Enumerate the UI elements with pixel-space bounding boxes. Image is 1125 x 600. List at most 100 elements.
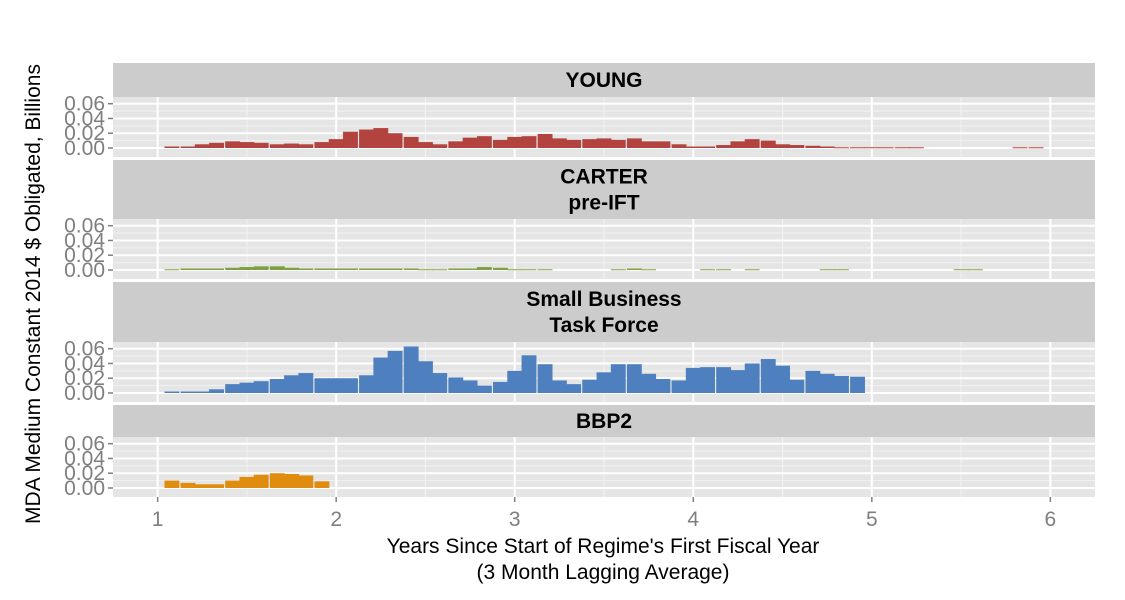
facet-strip (113, 405, 1095, 437)
histogram-bar (403, 268, 419, 270)
histogram-bar (328, 268, 344, 270)
histogram-bar (418, 361, 433, 393)
histogram-bar (269, 266, 285, 270)
histogram-bar (760, 140, 776, 148)
histogram-bar (805, 145, 821, 148)
histogram-bar (328, 139, 344, 148)
histogram-bar (284, 267, 299, 270)
y-tick-label: 0.04 (64, 352, 105, 375)
histogram-bar (864, 147, 880, 149)
histogram-bar (967, 269, 983, 271)
histogram-bar (507, 370, 523, 393)
histogram-bar (775, 365, 790, 393)
histogram-bar (596, 138, 612, 148)
histogram-bar (655, 378, 671, 393)
histogram-bar (850, 147, 865, 149)
histogram-bar (239, 142, 255, 148)
histogram-bar (582, 379, 598, 393)
facet-strip-label: BBP2 (576, 410, 632, 433)
histogram-bar (448, 377, 464, 393)
histogram-bar (641, 269, 657, 271)
histogram-bar (359, 129, 374, 148)
histogram-bar (269, 144, 285, 148)
histogram-bar (476, 267, 492, 270)
histogram-bar (448, 268, 464, 270)
histogram-bar (164, 269, 180, 271)
histogram-bar (284, 375, 299, 393)
histogram-bar (253, 381, 269, 393)
histogram-bar (180, 391, 196, 393)
histogram-bar (671, 380, 687, 393)
histogram-bar (239, 382, 255, 393)
histogram-bar (834, 376, 849, 393)
histogram-bar (641, 373, 657, 393)
histogram-bar (596, 372, 612, 393)
facet-strip-label: Task Force (549, 314, 658, 337)
histogram-bar (225, 384, 241, 393)
y-tick-label: 0.04 (64, 447, 105, 470)
histogram-bar (537, 133, 553, 148)
histogram-bar (655, 141, 671, 148)
x-axis: 1 2 3 4 5 6 (152, 497, 1056, 531)
histogram-bar (626, 268, 642, 270)
histogram-bar (805, 370, 821, 393)
histogram-bar (225, 141, 241, 148)
histogram-bar (284, 473, 299, 488)
x-tick-label: 5 (866, 508, 878, 531)
x-tick-label: 4 (687, 508, 699, 531)
histogram-bar (626, 138, 642, 148)
histogram-bar (359, 268, 374, 270)
histogram-bar (343, 268, 358, 270)
histogram-bar (359, 375, 374, 393)
histogram-bar (387, 268, 403, 270)
histogram-bar (671, 144, 687, 148)
y-tick-label: 0.04 (64, 107, 105, 130)
histogram-bar (253, 142, 269, 148)
histogram-bar (387, 350, 403, 393)
histogram-bar (343, 378, 358, 393)
y-tick-label: 0.02 (64, 462, 105, 485)
y-tick-label: 0.06 (64, 215, 105, 238)
histogram-bar (760, 359, 776, 393)
histogram-bar (328, 378, 344, 393)
histogram-bar (209, 268, 224, 270)
histogram-bar (164, 146, 180, 148)
histogram-bar (373, 128, 389, 148)
histogram-bar (775, 144, 790, 148)
histogram-bar (566, 139, 582, 148)
facet-panel: CARTER pre-IFT 0.000.020.040.06 (64, 160, 1095, 282)
histogram-bar (878, 147, 894, 149)
histogram-bar (209, 142, 224, 148)
histogram-bar (744, 363, 760, 393)
histogram-bar (700, 146, 715, 148)
histogram-bar (269, 378, 285, 393)
panels-layer: YOUNG0.000.020.040.06CARTERpre-IFT0.000.… (64, 63, 1095, 500)
facet-strip (113, 160, 1095, 219)
facet-strip-label: Small Business (526, 288, 681, 311)
y-tick-label: 0.02 (64, 122, 105, 145)
histogram-bar (209, 389, 224, 393)
histogram-bar (314, 481, 330, 488)
facet-panel: YOUNG 0.000.020.040.06 (64, 63, 1095, 160)
facet-strip-label: pre-IFT (568, 192, 639, 215)
histogram-bar (834, 269, 849, 271)
histogram-bar (610, 269, 626, 271)
histogram-bar (1012, 147, 1028, 149)
histogram-bar (493, 381, 508, 393)
histogram-bar (462, 268, 478, 270)
histogram-bar (194, 391, 210, 393)
y-tick-label: 0.00 (64, 137, 105, 160)
histogram-bar (507, 136, 523, 148)
histogram-bar (269, 473, 285, 488)
histogram-bar (314, 268, 330, 270)
histogram-bar (373, 357, 389, 393)
histogram-bar (314, 142, 330, 148)
histogram-bar (850, 376, 865, 393)
facet-strip (113, 63, 1095, 97)
histogram-bar (432, 269, 448, 271)
histogram-bar (909, 147, 924, 149)
histogram-bar (789, 145, 805, 148)
histogram-bar (551, 380, 567, 393)
x-axis-subtitle: (3 Month Lagging Average) (477, 561, 730, 584)
